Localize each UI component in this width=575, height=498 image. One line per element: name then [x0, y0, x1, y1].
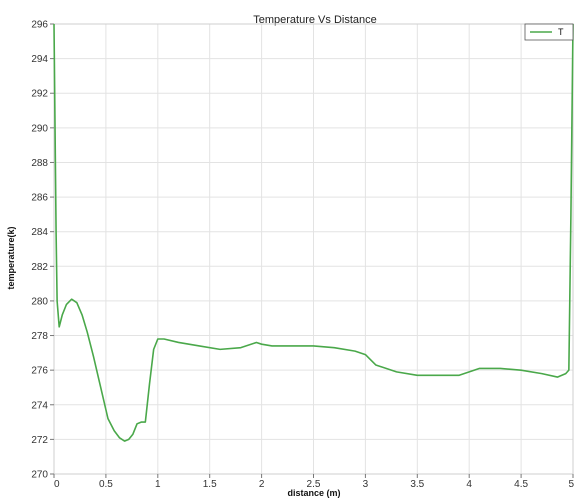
y-tick-label: 296 [31, 20, 48, 31]
grid-lines [53, 23, 574, 475]
series-line-t [53, 23, 574, 442]
x-tick-label: 5 [568, 479, 574, 490]
x-tick-labels: 0 0.5 1 1.5 2 2.5 3 3.5 4 4.5 5 [53, 474, 574, 490]
chart-title: Temperature Vs Distance [253, 14, 377, 26]
y-tick-label: 274 [31, 400, 48, 411]
y-tick-label: 294 [31, 54, 48, 65]
y-axis-label: temperature(k) [6, 226, 16, 289]
y-tick-label: 292 [31, 89, 48, 100]
x-tick-label: 0.5 [99, 479, 113, 490]
y-tick-label: 290 [31, 123, 48, 134]
y-tick-label: 272 [31, 435, 48, 446]
y-tick-labels: 270 272 274 276 278 280 282 284 286 288 290 292 294 2… [31, 20, 54, 481]
y-tick-label: 276 [31, 366, 48, 377]
y-tick-label: 278 [31, 331, 48, 342]
legend-label-t: T [558, 27, 564, 37]
x-tick-label: 1 [155, 479, 161, 490]
x-tick-label: 0 [54, 479, 60, 490]
series-layer [53, 23, 574, 442]
y-tick-label: 288 [31, 158, 48, 169]
x-axis-label: distance (m) [287, 488, 340, 498]
y-tick-label: 280 [31, 296, 48, 307]
y-tick-label: 286 [31, 193, 48, 204]
y-tick-label: 284 [31, 227, 48, 238]
x-tick-label: 4 [466, 479, 472, 490]
x-tick-label: 3 [363, 479, 369, 490]
x-tick-label: 2.5 [307, 479, 321, 490]
y-tick-label: 282 [31, 262, 48, 273]
y-tick-label: 270 [31, 470, 48, 481]
x-tick-label: 4.5 [514, 479, 528, 490]
x-tick-label: 3.5 [410, 479, 424, 490]
legend: T [524, 23, 574, 41]
x-tick-label: 2 [259, 479, 265, 490]
x-tick-label: 1.5 [203, 479, 217, 490]
